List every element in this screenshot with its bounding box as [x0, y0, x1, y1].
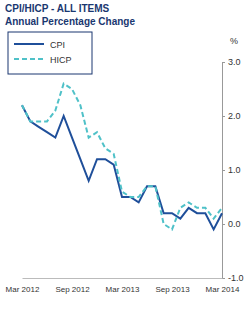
y-tick: 2.0 — [222, 111, 241, 121]
x-tick-label: Sep 2013 — [155, 285, 190, 294]
y-tick-mark — [222, 62, 225, 63]
chart: CPI/HICP - ALL ITEMS Annual Percentage Ch… — [0, 0, 247, 315]
y-tick-mark — [222, 116, 225, 117]
x-tick: Mar 2012 — [6, 278, 40, 294]
x-tick-label: Sep 2012 — [55, 285, 90, 294]
x-tick-label: Mar 2013 — [106, 285, 140, 294]
y-tick: -1.0 — [222, 273, 244, 283]
x-tick: Sep 2012 — [55, 278, 90, 294]
legend-swatch — [14, 43, 44, 45]
x-tick-label: Mar 2012 — [6, 285, 40, 294]
legend-box — [8, 32, 92, 74]
x-axis: Mar 2012 Sep 2012 Mar 2013 Sep 2013 Mar 2014 — [6, 278, 240, 294]
series-line — [22, 84, 222, 230]
legend-label: HICP — [50, 55, 72, 65]
legend: CPI HICP — [8, 32, 92, 74]
x-tick-label: Mar 2014 — [206, 285, 240, 294]
y-tick-label: -1.0 — [228, 273, 244, 283]
legend-label: CPI — [50, 40, 65, 50]
y-tick-label: 1.0 — [228, 165, 241, 175]
x-tick: Mar 2013 — [106, 278, 140, 294]
y-tick: 0.0 — [222, 219, 241, 229]
y-axis: -1.0 0.0 1.0 2.0 3.0 — [222, 57, 244, 283]
y-axis-line — [223, 63, 226, 279]
x-axis-line — [23, 278, 223, 279]
y-axis-title: % — [230, 36, 238, 46]
subtitle: Annual Percentage Change — [5, 16, 135, 27]
y-tick-label: 2.0 — [228, 111, 241, 121]
lines — [22, 84, 222, 230]
y-tick: 1.0 — [222, 165, 241, 175]
x-tick: Mar 2014 — [206, 278, 240, 294]
y-tick: 3.0 — [222, 57, 241, 67]
title: CPI/HICP - ALL ITEMS — [5, 3, 110, 14]
y-tick-mark — [222, 170, 225, 171]
legend-swatch — [14, 58, 44, 60]
y-tick-label: 0.0 — [228, 219, 241, 229]
x-tick: Sep 2013 — [155, 278, 190, 294]
y-tick-label: 3.0 — [228, 57, 241, 67]
series-line — [22, 105, 222, 229]
y-tick-mark — [222, 224, 225, 225]
